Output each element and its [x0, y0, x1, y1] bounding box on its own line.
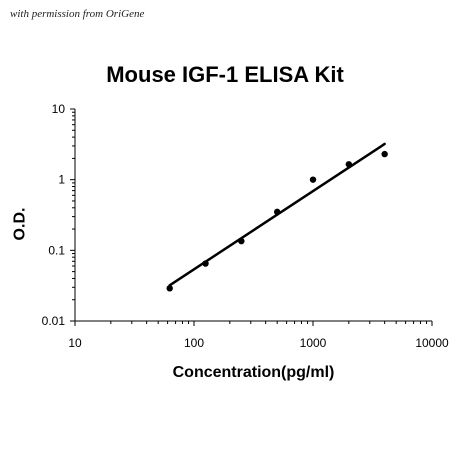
ticks-group: 0.01 0.1 1 10 10 100 1000 10000: [42, 102, 449, 350]
points-group: [166, 150, 388, 292]
x-axis-label: Concentration(pg/ml): [172, 364, 335, 381]
x-tick-label: 100: [184, 336, 204, 350]
data-point: [238, 237, 245, 245]
y-tick-label: 1: [58, 173, 65, 187]
x-tick-label: 10: [68, 336, 82, 350]
credit-text: with permission from OriGene: [10, 8, 145, 20]
x-tick-label: 10000: [415, 336, 449, 350]
y-axis-label-wrap: O.D.: [10, 208, 30, 241]
data-point: [381, 150, 388, 158]
x-tick-label: 1000: [300, 336, 327, 350]
chart-title: Mouse IGF-1 ELISA Kit: [106, 62, 344, 87]
data-point: [202, 260, 209, 267]
y-tick-label: 0.01: [42, 314, 66, 328]
y-tick-label: 0.1: [48, 243, 65, 257]
data-point: [273, 208, 281, 216]
data-point: [345, 161, 353, 168]
axes-group: [74, 109, 432, 322]
y-tick-label: 10: [52, 102, 66, 116]
data-point: [166, 285, 173, 292]
y-axis-label: O.D.: [11, 207, 29, 241]
data-point: [309, 176, 317, 183]
